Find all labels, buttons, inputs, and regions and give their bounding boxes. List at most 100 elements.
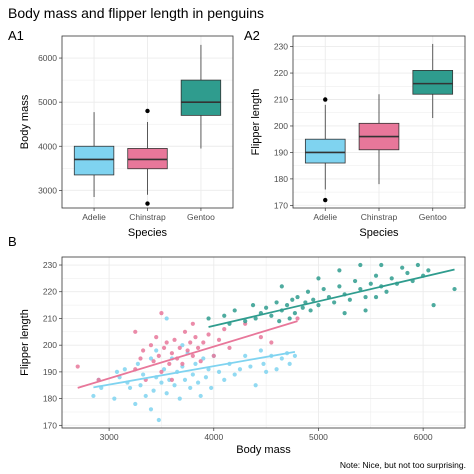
panel-tag-a2: A2 [244,28,260,43]
panel-tag-a1: A1 [8,28,24,43]
gentoo-point [206,316,211,321]
x-tick-label: Chinstrap [129,212,166,222]
adelie-point [253,383,258,388]
gentoo-point [274,300,279,305]
adelie-point [141,372,146,377]
gentoo-point [426,268,431,273]
gentoo-point [269,313,274,318]
adelie-outlier [323,197,328,203]
chinstrap-point [180,361,185,366]
gentoo-point [295,294,300,300]
y-tick-label: 200 [274,121,288,131]
y-tick-label: 190 [43,367,57,377]
x-tick-label: Adelie [313,212,337,222]
y-tick-label: 220 [43,287,57,297]
x-tick-label: Gentoo [187,212,215,222]
gentoo-point [358,262,363,268]
adelie-point [127,385,133,391]
adelie-point [261,361,266,366]
y-tick-label: 3000 [38,185,57,195]
gentoo-point [292,311,298,316]
adelie-point [198,393,203,399]
gentoo-point [305,289,311,294]
adelie-box [73,145,115,176]
y-tick-label: 6000 [38,53,57,63]
gentoo-point [363,308,368,313]
a1-y-ticks: 3000 4000 5000 6000 [38,53,62,195]
adelie-point [201,356,206,361]
x-tick-label: Gentoo [419,212,447,222]
adelie-point [237,367,243,372]
x-tick-label: 3000 [100,432,119,442]
y-tick-label: 170 [43,420,57,430]
gentoo-point [253,316,258,321]
b-y-axis-label: Flipper length [19,309,31,376]
adelie-point [195,380,201,385]
chinstrap-point [169,377,175,383]
gentoo-point [332,300,337,305]
adelie-point [143,393,148,399]
adelie-point [148,356,154,361]
gentoo-point [405,270,410,276]
adelie-point [180,343,185,348]
chinstrap-outlier [145,201,150,206]
chinstrap-point [169,351,175,356]
y-tick-label: 230 [274,42,288,52]
gentoo-box [180,79,222,116]
a2-panel-border [292,35,466,209]
chinstrap-point [75,364,80,369]
gentoo-point [400,265,405,270]
gentoo-point [337,268,342,273]
adelie-point [138,383,143,388]
adelie-point [151,388,156,393]
adelie-point [133,401,138,407]
chinstrap-point [193,335,198,340]
chinstrap-point [151,359,156,364]
gentoo-point [232,308,237,313]
a2-marks [304,43,454,203]
gentoo-point [452,286,457,292]
gentoo-point [431,302,436,308]
chinstrap-point [182,329,188,334]
chinstrap-fit-line [77,320,298,389]
x-tick-label: 5000 [309,432,328,442]
gentoo-point [264,305,269,310]
panel-a2-boxplot: 170 180 190 200 210 220 230 Adelie Chinstrap Gen… [250,35,466,239]
y-tick-label: 170 [274,200,288,210]
chinstrap-point [190,353,195,358]
adelie-point [91,393,96,399]
a1-panel-border [61,35,234,209]
adelie-point [172,383,177,388]
adelie-point [156,417,161,423]
gentoo-point [373,294,379,300]
chinstrap-point [141,348,146,353]
figure-title: Body mass and flipper length in penguins [8,5,264,21]
a2-y-axis-label: Flipper length [250,89,262,156]
chinstrap-point [161,345,167,350]
chinstrap-point [188,340,193,345]
a1-marks [73,44,222,206]
panel-a1-boxplot: 3000 4000 5000 6000 Adelie Chinstrap Gentoo S… [19,35,234,239]
gentoo-point [368,281,373,286]
gentoo-point [243,319,248,324]
chinstrap-point [269,340,274,345]
adelie-point [112,396,117,401]
y-tick-label: 4000 [38,141,57,151]
b-fit-lines [77,268,455,389]
gentoo-point [290,297,295,302]
panel-tag-b: B [8,234,17,249]
adelie-box [304,138,346,164]
adelie-point [287,361,292,366]
x-tick-label: Chinstrap [361,212,398,222]
chinstrap-point [190,321,195,326]
gentoo-point [389,276,394,281]
chinstrap-point [198,359,203,364]
adelie-point [243,353,248,358]
chinstrap-point [201,340,206,345]
adelie-point [159,380,164,385]
adelie-point [190,372,195,377]
chinstrap-outlier [145,108,150,114]
gentoo-point [337,284,342,289]
figure-caption: Note: Nice, but not too surprising. [340,460,466,470]
